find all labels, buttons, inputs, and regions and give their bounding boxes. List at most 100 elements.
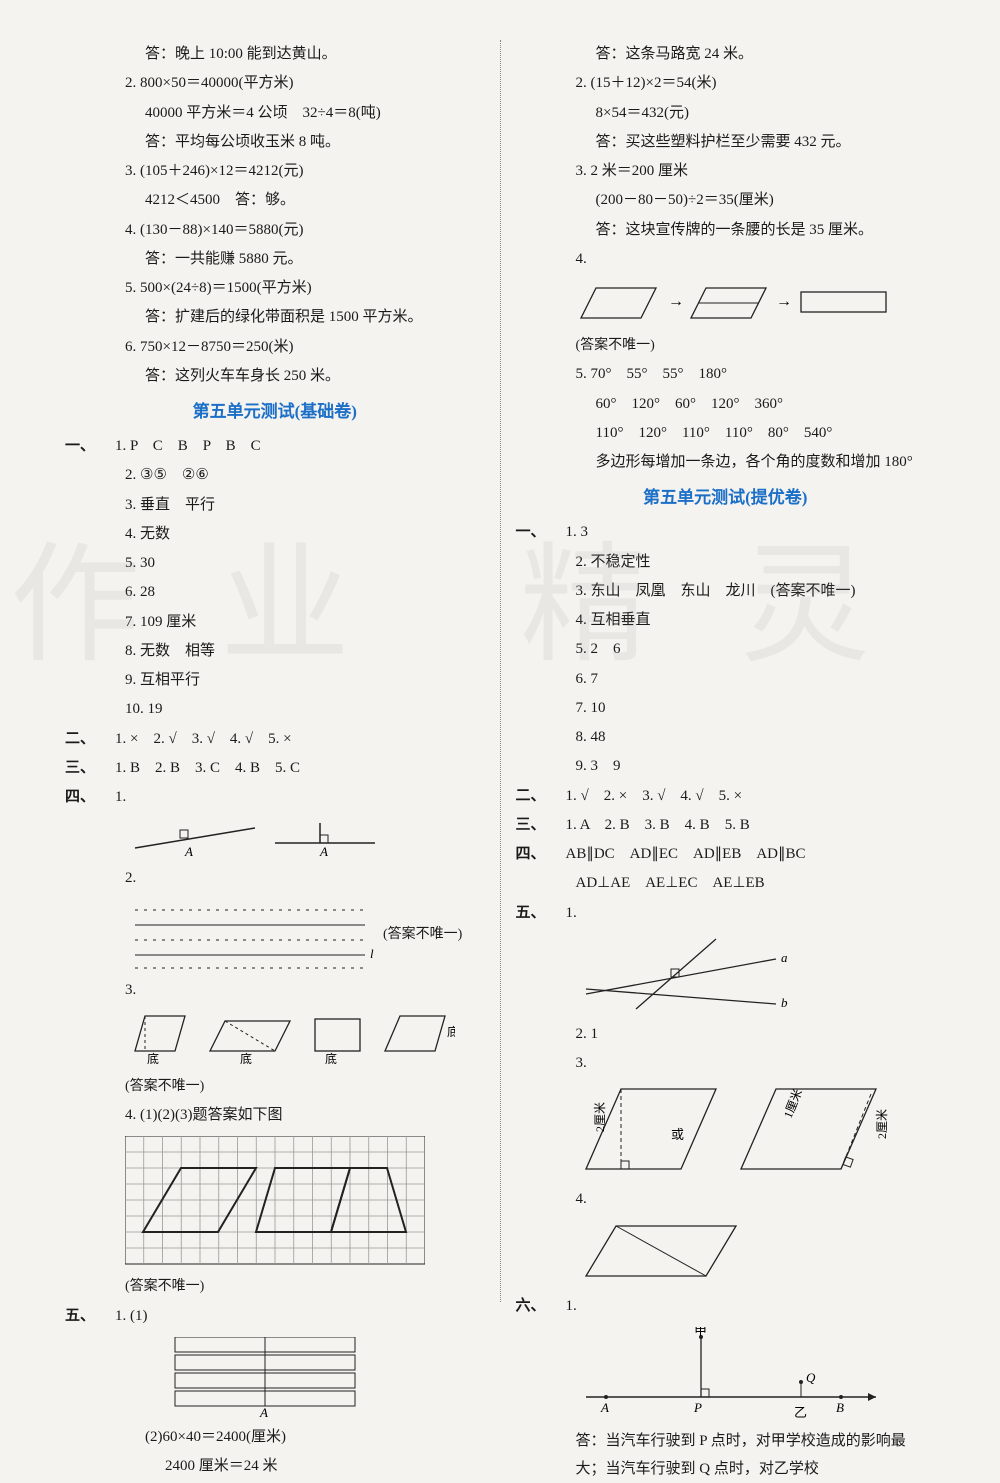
figure-shape-transform: → → — [576, 280, 936, 325]
text-line: 六、1. — [516, 1292, 936, 1321]
text-line: 二、1. × 2. √ 3. √ 4. √ 5. × — [65, 725, 485, 754]
text-line: 三、1. A 2. B 3. B 4. B 5. B — [516, 811, 936, 840]
text-line: 4212＜4500 答：够。 — [65, 186, 485, 215]
text-line: 5. 70° 55° 55° 180° — [516, 360, 936, 389]
text-line: 答：这块宣传牌的一条腰的长是 35 厘米。 — [516, 216, 936, 245]
text-line: 答：买这些塑料护栏至少需要 432 元。 — [516, 128, 936, 157]
figure-number-line-points: 甲 A P Q B 乙 — [576, 1327, 936, 1422]
svg-text:a: a — [781, 950, 788, 965]
figure-perpendicular-lines: A A — [125, 818, 485, 858]
text-line: 2. — [65, 864, 485, 893]
text-line: 10. 19 — [65, 695, 485, 724]
svg-text:Q: Q — [806, 1370, 816, 1385]
text-line: 五、1. (1) — [65, 1302, 485, 1331]
svg-text:P: P — [693, 1400, 702, 1415]
svg-text:A: A — [259, 1405, 268, 1417]
svg-text:→: → — [776, 293, 792, 310]
text-line: 2. 800×50＝40000(平方米) — [65, 69, 485, 98]
section-label: 五、 — [516, 899, 566, 928]
section-label: 四、 — [65, 783, 115, 812]
text-line: 答：平均每公顷收玉米 8 吨。 — [65, 128, 485, 157]
text-line: 40000 平方米＝4 公顷 32÷4＝8(吨) — [65, 99, 485, 128]
figure-parallelogram-diagonal — [576, 1221, 936, 1286]
text-line: 三、1. B 2. B 3. C 4. B 5. C — [65, 754, 485, 783]
svg-text:l: l — [370, 946, 374, 961]
figure-note: (答案不唯一) — [65, 1079, 204, 1094]
text-line: 2400 厘米＝24 米 — [65, 1452, 485, 1481]
svg-text:2厘米: 2厘米 — [875, 1109, 889, 1139]
text-line: 4. 无数 — [65, 520, 485, 549]
text-line: 8×54＝432(元) — [516, 99, 936, 128]
figure-note: (答案不唯一) — [65, 1279, 204, 1294]
text-line: 60° 120° 60° 120° 360° — [516, 390, 936, 419]
text-line: 9. 3 9 — [516, 752, 936, 781]
text-line: AD⊥AE AE⊥EC AE⊥EB — [516, 869, 936, 898]
svg-text:底: 底 — [147, 1051, 159, 1066]
text-line: 6. 750×12－8750＝250(米) — [65, 333, 485, 362]
text-line: 3. — [516, 1049, 936, 1078]
text-line: 四、AB∥DC AD∥EC AD∥EB AD∥BC — [516, 840, 936, 869]
unit-heading-basic: 第五单元测试(基础卷) — [65, 395, 485, 428]
figure-intersecting-lines: a b — [576, 934, 936, 1014]
text-line: 6. 28 — [65, 578, 485, 607]
text-line: 一、1. 3 — [516, 518, 936, 547]
text-line: 5. 2 6 — [516, 635, 936, 664]
left-column: 答：晚上 10:00 能到达黄山。 2. 800×50＝40000(平方米) 4… — [50, 40, 501, 1302]
text-line: 3. 东山 凤凰 东山 龙川 (答案不唯一) — [516, 577, 936, 606]
text-line: 答：当汽车行驶到 P 点时，对甲学校造成的影响最大；当汽车行驶到 Q 点时，对乙… — [516, 1428, 936, 1483]
section-label: 一、 — [65, 432, 115, 461]
svg-text:乙: 乙 — [794, 1405, 807, 1420]
section-label: 二、 — [516, 782, 566, 811]
figure-note: (答案不唯一) — [383, 921, 462, 948]
svg-text:→: → — [668, 293, 684, 310]
unit-heading-advanced: 第五单元测试(提优卷) — [516, 481, 936, 514]
text-line: 3. — [65, 976, 485, 1005]
text-line: 3. 垂直 平行 — [65, 491, 485, 520]
text-line: 答：扩建后的绿化带面积是 1500 平方米。 — [65, 303, 485, 332]
section-label: 四、 — [516, 840, 566, 869]
text-line: 答：这条马路宽 24 米。 — [516, 40, 936, 69]
text-line: 一、1. P C B P B C — [65, 432, 485, 461]
text-line: 8. 48 — [516, 723, 936, 752]
svg-text:底: 底 — [325, 1051, 337, 1066]
text-line: 二、1. √ 2. × 3. √ 4. √ 5. × — [516, 782, 936, 811]
text-line: 2. (15＋12)×2＝54(米) — [516, 69, 936, 98]
svg-text:底: 底 — [447, 1024, 455, 1039]
text-line: 7. 10 — [516, 694, 936, 723]
text-line: 4. (130－88)×140＝5880(元) — [65, 216, 485, 245]
text-line: 8. 无数 相等 — [65, 637, 485, 666]
text-line: 3. 2 米＝200 厘米 — [516, 157, 936, 186]
svg-text:甲: 甲 — [694, 1327, 707, 1338]
section-label: 三、 — [516, 811, 566, 840]
svg-text:B: B — [836, 1400, 844, 1415]
text-line: 4. — [516, 245, 936, 274]
text-line: 答：这列火车车身长 250 米。 — [65, 362, 485, 391]
svg-text:A: A — [184, 844, 193, 858]
text-line: 5. 30 — [65, 549, 485, 578]
figure-parallelograms-height: 2厘米 或 2厘米 1厘米 — [576, 1084, 936, 1179]
text-line: (200－80－50)÷2＝35(厘米) — [516, 186, 936, 215]
section-label: 一、 — [516, 518, 566, 547]
figure-grid-shapes — [125, 1136, 485, 1266]
text-line: 9. 互相平行 — [65, 666, 485, 695]
text-line: 110° 120° 110° 110° 80° 540° — [516, 419, 936, 448]
text-line: 五、1. — [516, 899, 936, 928]
text-line: 3. (105＋246)×12＝4212(元) — [65, 157, 485, 186]
figure-note: (答案不唯一) — [516, 338, 655, 353]
svg-text:A: A — [319, 844, 328, 858]
text-line: 5. 500×(24÷8)＝1500(平方米) — [65, 274, 485, 303]
svg-text:1厘米: 1厘米 — [780, 1087, 804, 1120]
figure-shapes-with-base: 底 底 底 底 — [125, 1011, 485, 1066]
text-line: (2)60×40＝2400(厘米) — [65, 1423, 485, 1452]
figure-stacked-rects: A — [165, 1337, 485, 1417]
text-line: 4. — [516, 1185, 936, 1214]
text-line: 答：晚上 10:00 能到达黄山。 — [65, 40, 485, 69]
svg-text:b: b — [781, 995, 788, 1010]
text-line: 答：一共能赚 5880 元。 — [65, 245, 485, 274]
section-label: 二、 — [65, 725, 115, 754]
text-line: 2. ③⑤ ②⑥ — [65, 461, 485, 490]
text-line: 4. 互相垂直 — [516, 606, 936, 635]
svg-text:或: 或 — [671, 1127, 684, 1142]
section-label: 六、 — [516, 1292, 566, 1321]
text-line: 6. 7 — [516, 665, 936, 694]
